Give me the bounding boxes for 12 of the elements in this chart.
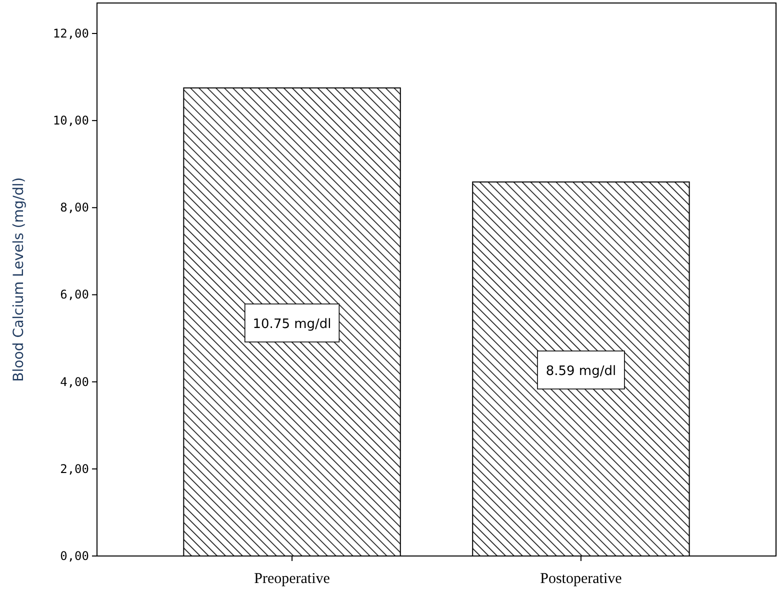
y-axis-title: Blood Calcium Levels (mg/dl) — [11, 177, 27, 382]
y-tick-label: 8,00 — [60, 200, 89, 215]
x-tick-label: Preoperative — [254, 571, 330, 587]
data-label: 8.59 mg/dl — [546, 364, 616, 379]
y-tick-label: 0,00 — [60, 549, 89, 563]
y-tick-label: 12,00 — [52, 26, 89, 40]
x-tick-label: Postoperative — [540, 571, 622, 587]
y-tick-label: 6,00 — [60, 288, 89, 302]
data-label: 10.75 mg/dl — [252, 316, 332, 332]
y-tick-label: 2,00 — [60, 462, 89, 476]
y-tick-label: 4,00 — [60, 374, 89, 389]
y-tick-label: 10,00 — [52, 114, 89, 128]
